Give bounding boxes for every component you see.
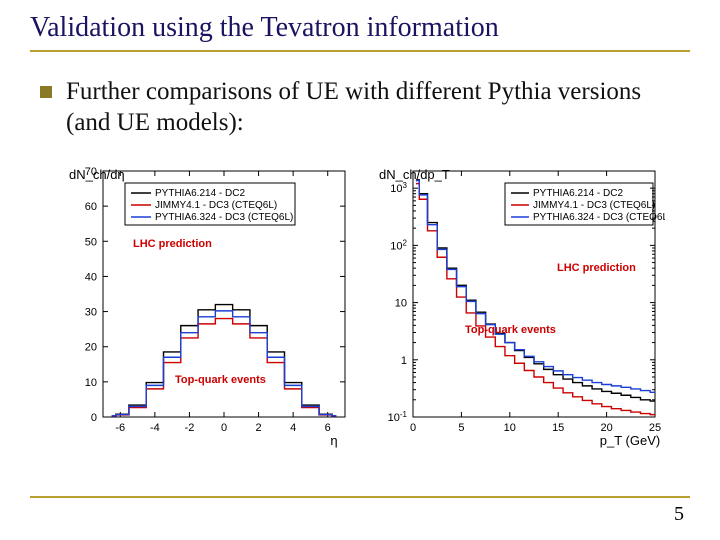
svg-text:0: 0: [221, 422, 227, 434]
plot-left: -6-4-20246010203040506070ηdN_ch/dηPYTHIA…: [55, 159, 355, 449]
svg-text:5: 5: [458, 422, 464, 434]
svg-text:η: η: [330, 433, 337, 448]
svg-text:40: 40: [85, 271, 97, 283]
svg-text:PYTHIA6.214 - DC2: PYTHIA6.214 - DC2: [155, 188, 245, 199]
svg-text:0: 0: [91, 412, 97, 424]
svg-text:Top-quark events: Top-quark events: [175, 374, 266, 386]
svg-text:0: 0: [410, 422, 416, 434]
svg-text:-2: -2: [185, 422, 195, 434]
svg-text:-6: -6: [115, 422, 125, 434]
plots-row: -6-4-20246010203040506070ηdN_ch/dηPYTHIA…: [30, 159, 690, 449]
svg-text:10-1: 10-1: [388, 409, 408, 424]
svg-text:dN_ch/dη: dN_ch/dη: [69, 167, 125, 182]
svg-text:dN_ch/dp_T: dN_ch/dp_T: [379, 167, 450, 182]
svg-text:2: 2: [256, 422, 262, 434]
svg-text:50: 50: [85, 236, 97, 248]
svg-text:102: 102: [390, 237, 407, 252]
svg-text:LHC prediction: LHC prediction: [133, 238, 212, 250]
footer-rule: [30, 496, 690, 498]
svg-text:JIMMY4.1 - DC3 (CTEQ6L): JIMMY4.1 - DC3 (CTEQ6L): [155, 200, 277, 211]
svg-text:4: 4: [290, 422, 296, 434]
bullet-icon: [40, 86, 52, 98]
svg-text:p_T (GeV): p_T (GeV): [600, 433, 660, 448]
svg-text:10: 10: [504, 422, 516, 434]
svg-text:1: 1: [401, 354, 407, 366]
bullet-item: Further comparisons of UE with different…: [40, 76, 690, 139]
plot-right: 051015202510-1110102103p_T (GeV)dN_ch/dp…: [365, 159, 665, 449]
svg-text:JIMMY4.1 - DC3 (CTEQ6L): JIMMY4.1 - DC3 (CTEQ6L): [533, 200, 655, 211]
svg-text:103: 103: [390, 180, 407, 195]
svg-text:PYTHIA6.214 - DC2: PYTHIA6.214 - DC2: [533, 188, 623, 199]
svg-text:PYTHIA6.324 - DC3 (CTEQ6L): PYTHIA6.324 - DC3 (CTEQ6L): [533, 212, 665, 223]
svg-text:20: 20: [85, 341, 97, 353]
svg-text:15: 15: [552, 422, 564, 434]
svg-text:60: 60: [85, 201, 97, 213]
svg-text:10: 10: [85, 376, 97, 388]
bullet-text: Further comparisons of UE with different…: [66, 76, 690, 139]
svg-text:10: 10: [395, 297, 407, 309]
svg-text:30: 30: [85, 306, 97, 318]
svg-text:PYTHIA6.324 - DC3 (CTEQ6L): PYTHIA6.324 - DC3 (CTEQ6L): [155, 212, 293, 223]
svg-text:-4: -4: [150, 422, 160, 434]
slide-title: Validation using the Tevatron informatio…: [30, 12, 690, 52]
page-number: 5: [674, 503, 684, 526]
svg-text:Top-quark events: Top-quark events: [465, 324, 556, 336]
svg-text:LHC prediction: LHC prediction: [557, 262, 636, 274]
